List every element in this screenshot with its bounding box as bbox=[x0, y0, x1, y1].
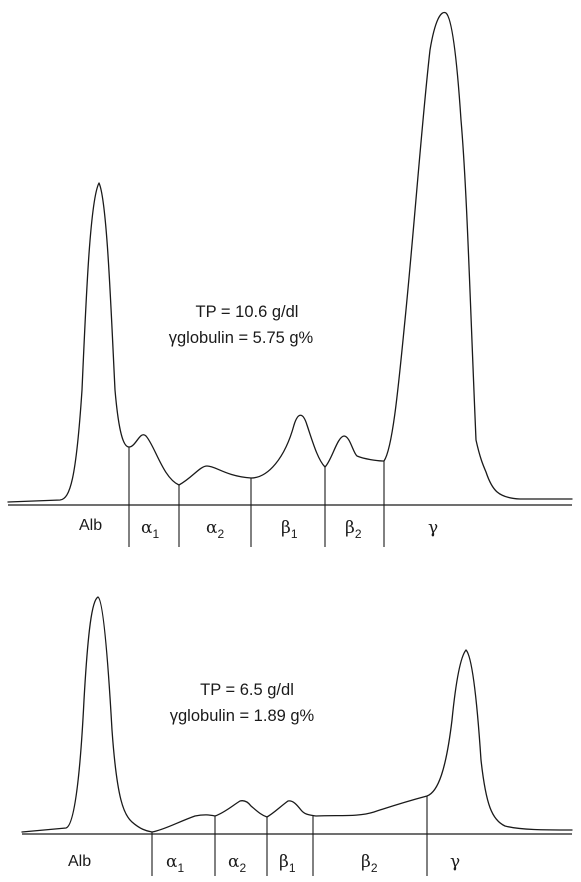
top-label-beta1: β1 bbox=[281, 518, 298, 541]
bottom-label-beta2: β2 bbox=[361, 852, 378, 875]
bottom-label-alpha2: α2 bbox=[228, 852, 246, 875]
top-panel: TP = 10.6 g/dl γglobulin = 5.75 g% Alb α… bbox=[7, 11, 573, 547]
bottom-annotation-total-protein: TP = 6.5 g/dl bbox=[200, 681, 294, 699]
bottom-label-alpha1: α1 bbox=[166, 852, 184, 875]
top-densitometry-trace bbox=[7, 11, 573, 503]
bottom-label-alb: Alb bbox=[68, 853, 91, 870]
bottom-annotation-gamma-globulin: γglobulin = 1.89 g% bbox=[170, 707, 315, 725]
top-label-gamma: γ bbox=[428, 518, 438, 538]
bottom-label-gamma: γ bbox=[450, 852, 460, 872]
top-label-beta2: β2 bbox=[345, 518, 362, 541]
bottom-densitometry-trace bbox=[21, 596, 573, 833]
bottom-panel: TP = 6.5 g/dl γglobulin = 1.89 g% Alb α1… bbox=[21, 596, 573, 876]
top-label-alb: Alb bbox=[79, 517, 102, 534]
top-annotation-total-protein: TP = 10.6 g/dl bbox=[196, 303, 299, 321]
top-annotation-gamma-globulin: γglobulin = 5.75 g% bbox=[169, 329, 314, 347]
bottom-label-beta1: β1 bbox=[279, 852, 296, 875]
top-label-alpha2: α2 bbox=[206, 518, 224, 541]
top-label-alpha1: α1 bbox=[141, 518, 159, 541]
